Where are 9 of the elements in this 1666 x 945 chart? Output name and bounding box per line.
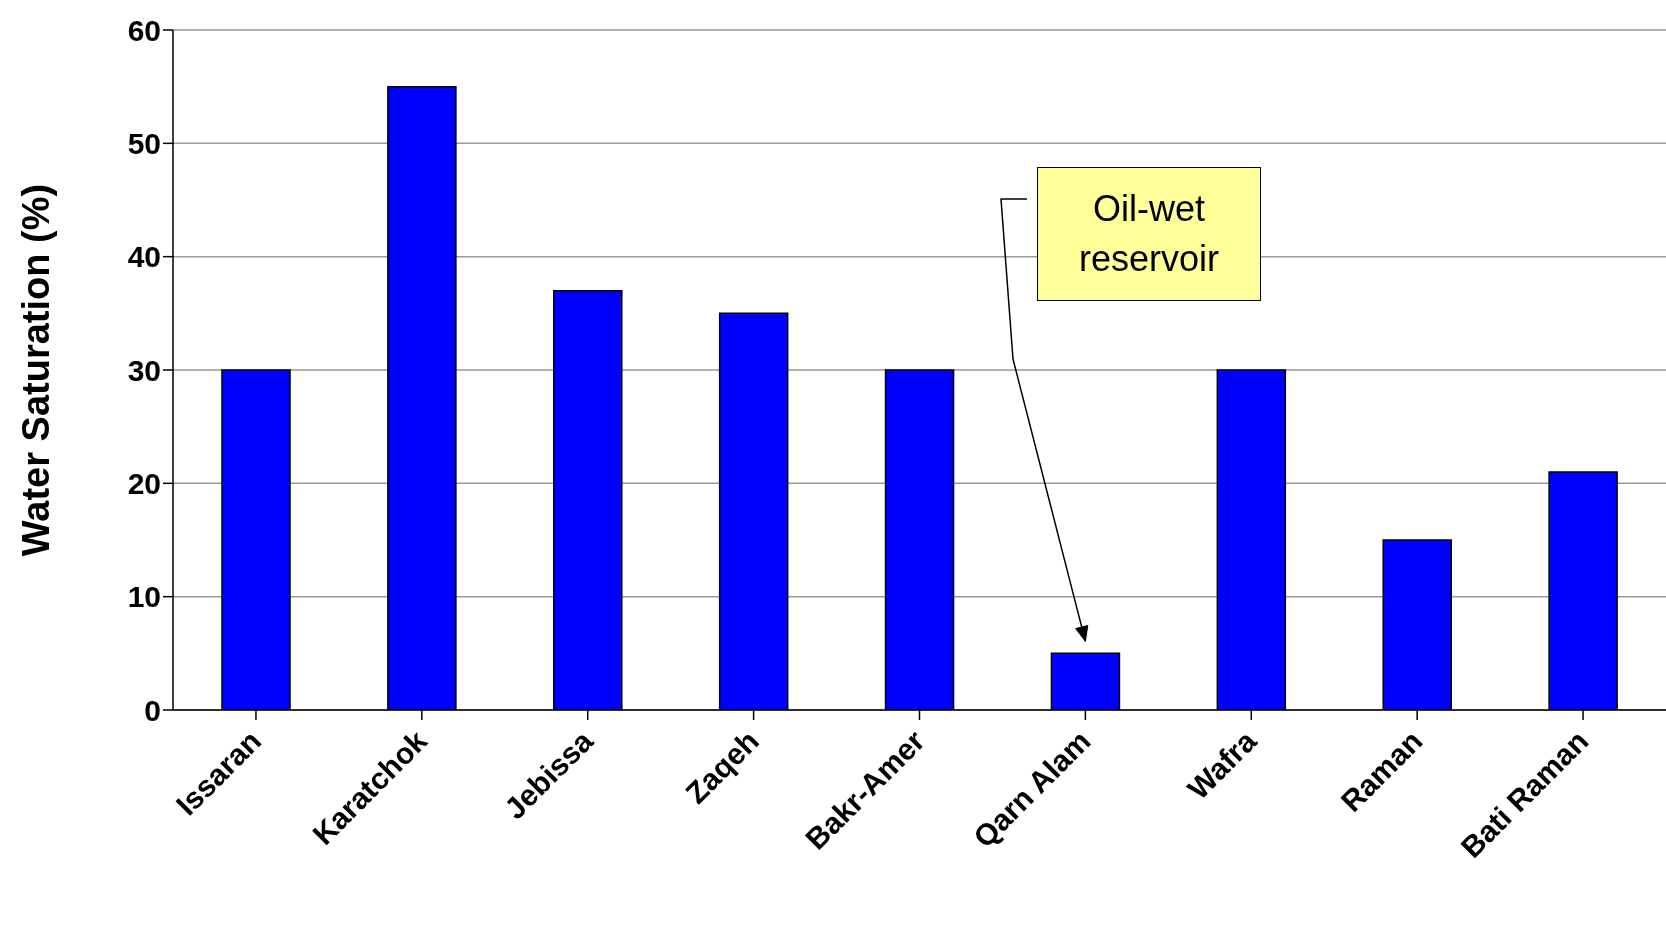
y-axis-title: Water Saturation (%) — [15, 183, 58, 557]
y-tick-label: 0 — [144, 693, 161, 727]
y-tick-label: 50 — [127, 126, 161, 160]
y-tick-label: 40 — [127, 240, 161, 274]
annotation: Oil-wet reservoir — [1037, 167, 1261, 301]
y-tick-label: 60 — [127, 13, 161, 47]
y-tick-label: 20 — [127, 466, 161, 500]
y-tick-label: 10 — [127, 580, 161, 614]
y-tick-label: 30 — [127, 353, 161, 387]
